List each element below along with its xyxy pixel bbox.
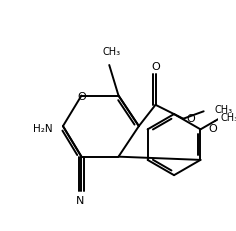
Text: O: O [186, 113, 195, 123]
Text: N: N [76, 195, 84, 205]
Text: O: O [77, 91, 86, 101]
Text: O: O [151, 62, 160, 72]
Text: CH₃: CH₃ [215, 105, 233, 115]
Text: O: O [209, 124, 217, 134]
Text: H₂N: H₂N [33, 123, 52, 133]
Text: CH₃: CH₃ [102, 47, 120, 57]
Text: CH₃: CH₃ [220, 112, 236, 122]
